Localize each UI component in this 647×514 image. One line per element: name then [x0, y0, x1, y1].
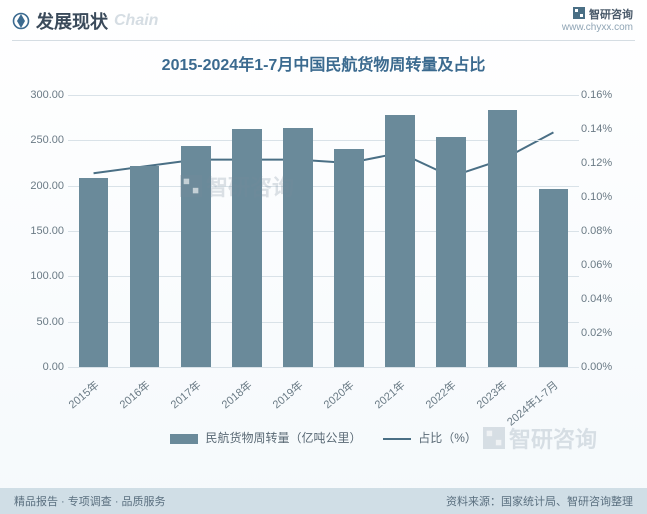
ytick-right: 0.14%	[581, 123, 625, 135]
ytick-left: 250.00	[24, 134, 64, 146]
header-rule	[12, 40, 635, 41]
grid-line	[68, 95, 579, 96]
header: 发展现状 Chain 智研咨询 www.chyxx.com	[0, 0, 647, 38]
ytick-right: 0.10%	[581, 191, 625, 203]
x-label: 2018年	[218, 377, 255, 412]
legend: 民航货物周转量（亿吨公里） 占比（%）	[0, 429, 647, 446]
footer: 精品报告 · 专项调查 · 品质服务 资料来源：国家统计局、智研咨询整理	[0, 488, 647, 514]
header-icon	[12, 12, 30, 30]
ytick-left: 150.00	[24, 225, 64, 237]
header-title-en: Chain	[114, 12, 158, 30]
brand-logo-icon	[573, 7, 585, 22]
bar	[436, 137, 466, 367]
x-label: 2023年	[473, 377, 510, 412]
x-label: 2021年	[371, 377, 408, 412]
ytick-left: 300.00	[24, 89, 64, 101]
brand-name: 智研咨询	[589, 6, 633, 22]
ytick-right: 0.12%	[581, 157, 625, 169]
ytick-right: 0.16%	[581, 89, 625, 101]
plot-area: 2015年2016年2017年2018年2019年2020年2021年2022年…	[68, 95, 579, 367]
bar	[334, 149, 364, 367]
ytick-right: 0.04%	[581, 293, 625, 305]
bar	[385, 115, 415, 367]
chart-title: 2015-2024年1-7月中国民航货物周转量及占比	[0, 51, 647, 75]
ytick-left: 0.00	[24, 361, 64, 373]
x-label: 2019年	[269, 377, 306, 412]
bar	[283, 128, 313, 367]
bar	[130, 166, 160, 367]
header-title-cn: 发展现状	[36, 8, 108, 34]
legend-line-swatch	[383, 438, 411, 440]
legend-bar-label: 民航货物周转量（亿吨公里）	[205, 431, 361, 445]
chart-area: 2015年 2016年 2017年 2018年 2019年 2020年 2021年 2022年…	[20, 87, 627, 427]
ytick-right: 0.08%	[581, 225, 625, 237]
footer-right: 资料来源：国家统计局、智研咨询整理	[446, 493, 633, 509]
x-label: 2017年	[167, 377, 204, 412]
ytick-left: 200.00	[24, 180, 64, 192]
x-label: 2022年	[422, 377, 459, 412]
legend-bar-swatch	[170, 434, 198, 444]
ytick-left: 100.00	[24, 270, 64, 282]
bar	[539, 189, 569, 367]
header-brand-block: 智研咨询 www.chyxx.com	[562, 6, 633, 33]
footer-left: 精品报告 · 专项调查 · 品质服务	[14, 493, 166, 509]
brand-url: www.chyxx.com	[562, 22, 633, 33]
x-label: 2024年1-7月	[504, 377, 562, 429]
bar	[79, 178, 109, 367]
bar	[232, 129, 262, 367]
ytick-right: 0.06%	[581, 259, 625, 271]
ytick-left: 50.00	[24, 316, 64, 328]
legend-line-label: 占比（%）	[418, 431, 477, 445]
bar	[181, 146, 211, 367]
grid-line	[68, 367, 579, 368]
x-label: 2020年	[320, 377, 357, 412]
ytick-right: 0.02%	[581, 327, 625, 339]
x-label: 2016年	[115, 377, 152, 412]
bar	[488, 110, 518, 367]
ytick-right: 0.00%	[581, 361, 625, 373]
x-label: 2015年	[64, 377, 101, 412]
